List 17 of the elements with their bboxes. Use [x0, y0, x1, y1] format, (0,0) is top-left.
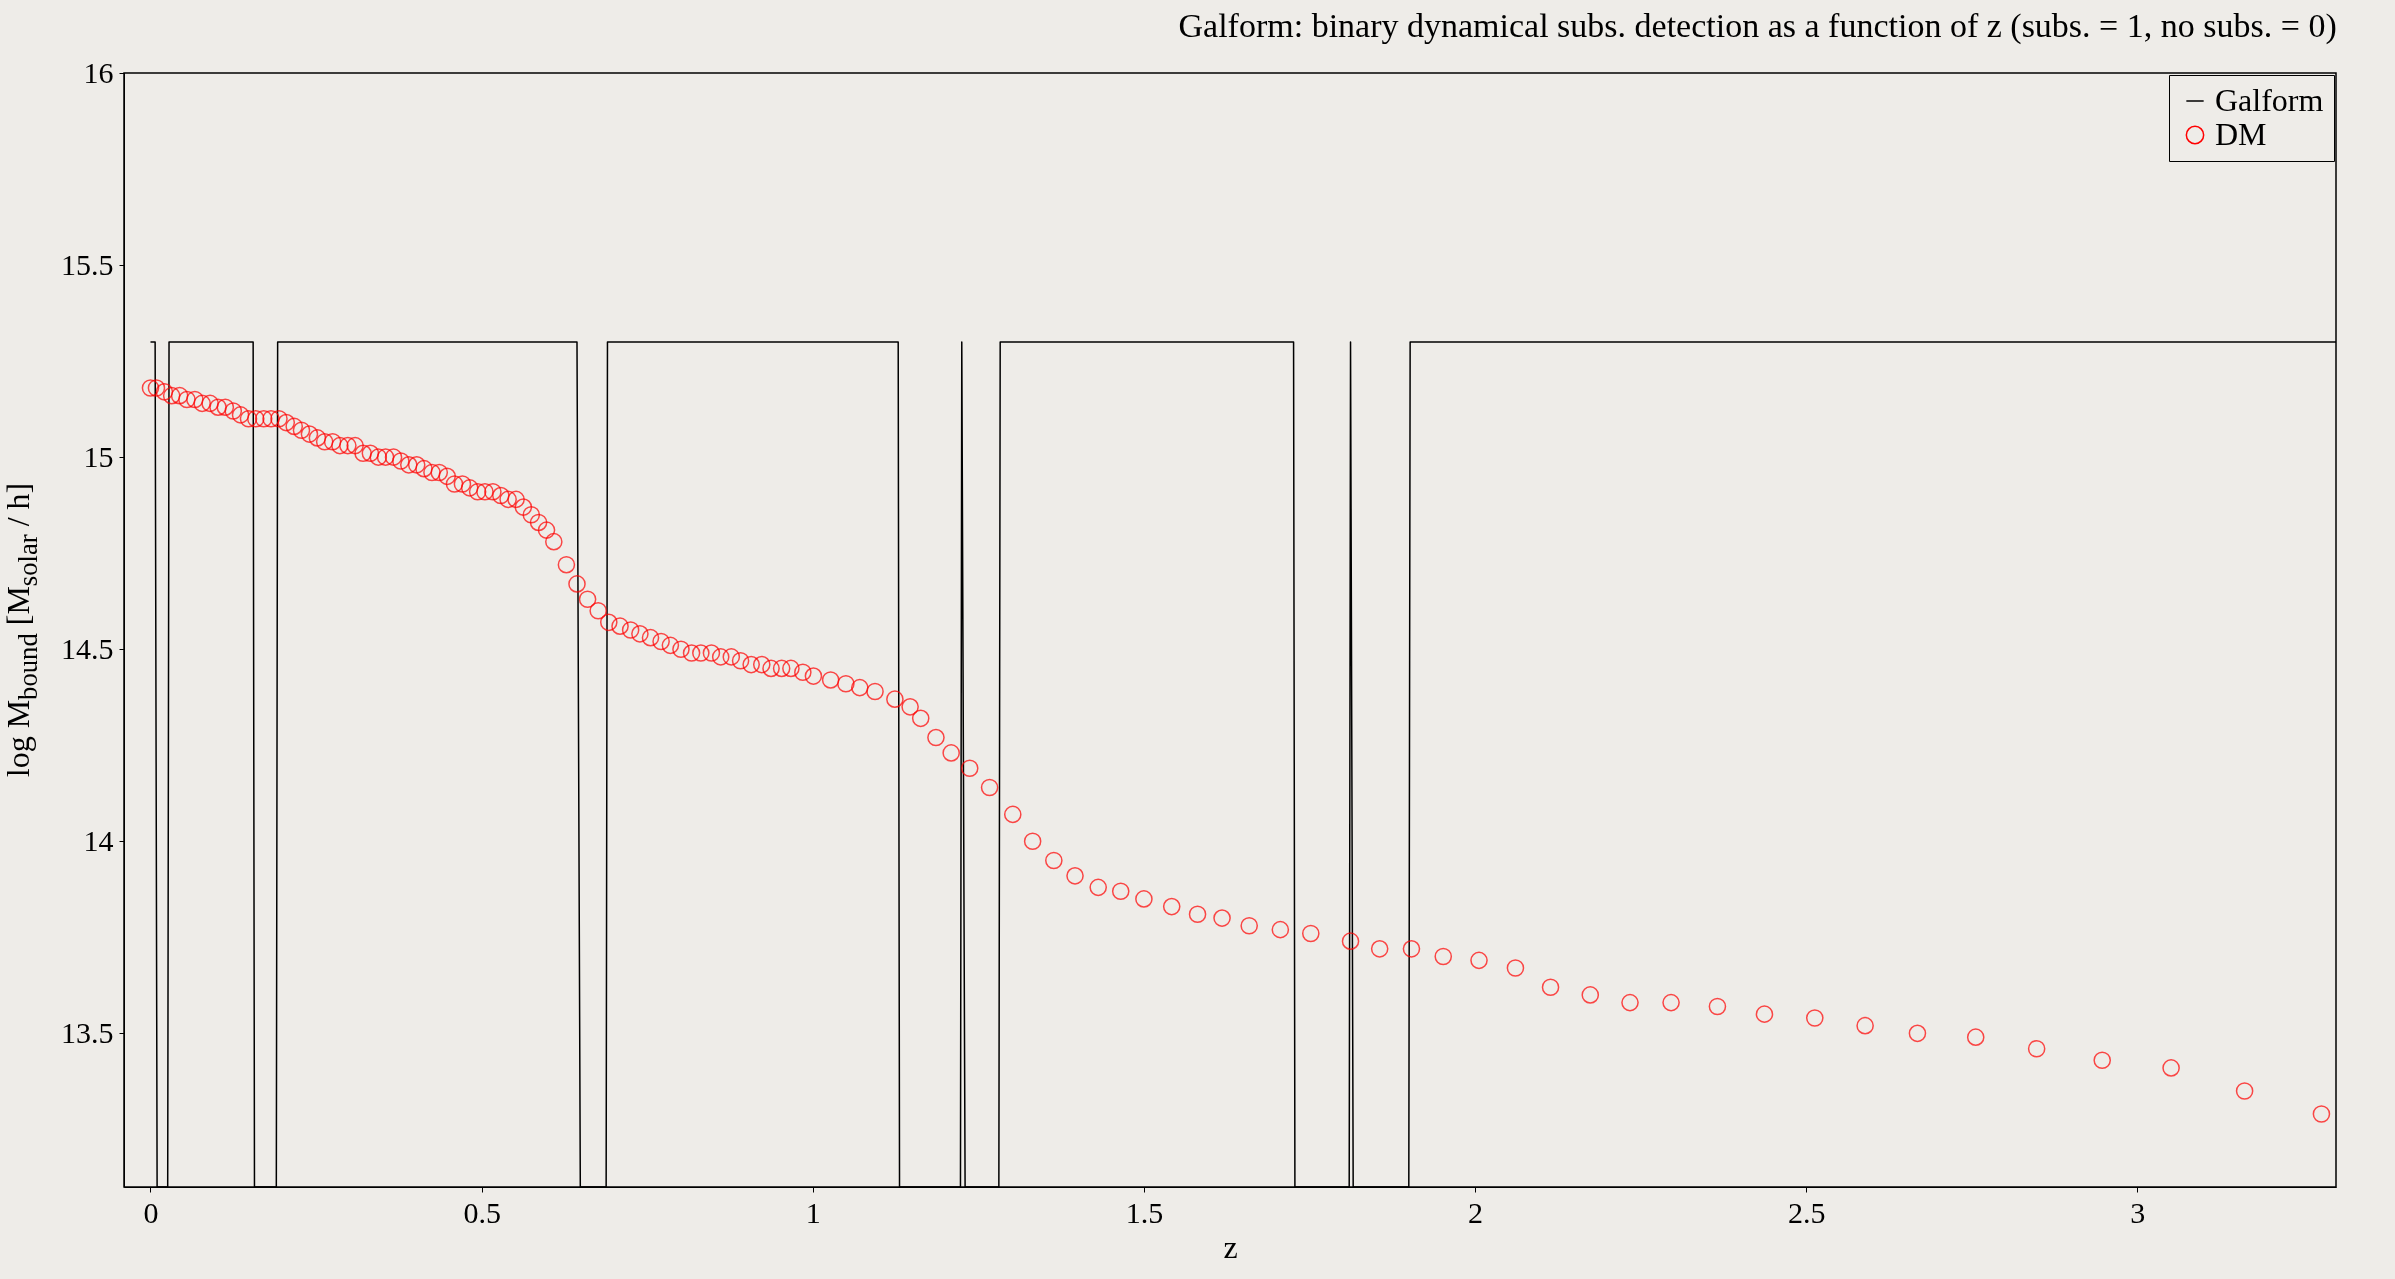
legend-label: Galform [2215, 82, 2324, 118]
y-tick-label: 13.5 [61, 1015, 114, 1049]
y-tick-label: 14.5 [61, 631, 114, 665]
x-axis-title: z [1223, 1228, 1238, 1265]
y-tick-label: 16 [83, 55, 114, 89]
x-tick-label: 2.5 [1787, 1195, 1826, 1229]
x-tick-label: 1.5 [1125, 1195, 1164, 1229]
y-tick-label: 14 [83, 823, 114, 857]
x-tick-label: 0.5 [463, 1195, 501, 1229]
y-tick-label: 15 [83, 439, 114, 473]
x-tick-label: 1 [805, 1195, 821, 1229]
legend-label: DM [2215, 116, 2267, 152]
x-tick-label: 3 [2130, 1195, 2146, 1229]
x-tick-label: 0 [143, 1195, 159, 1229]
x-tick-label: 2 [1468, 1195, 1484, 1229]
chart-title: Galform: binary dynamical subs. detection as a function of z (subs. = 1, no subs. = 0) [1178, 7, 2337, 45]
y-tick-label: 15.5 [61, 247, 114, 281]
